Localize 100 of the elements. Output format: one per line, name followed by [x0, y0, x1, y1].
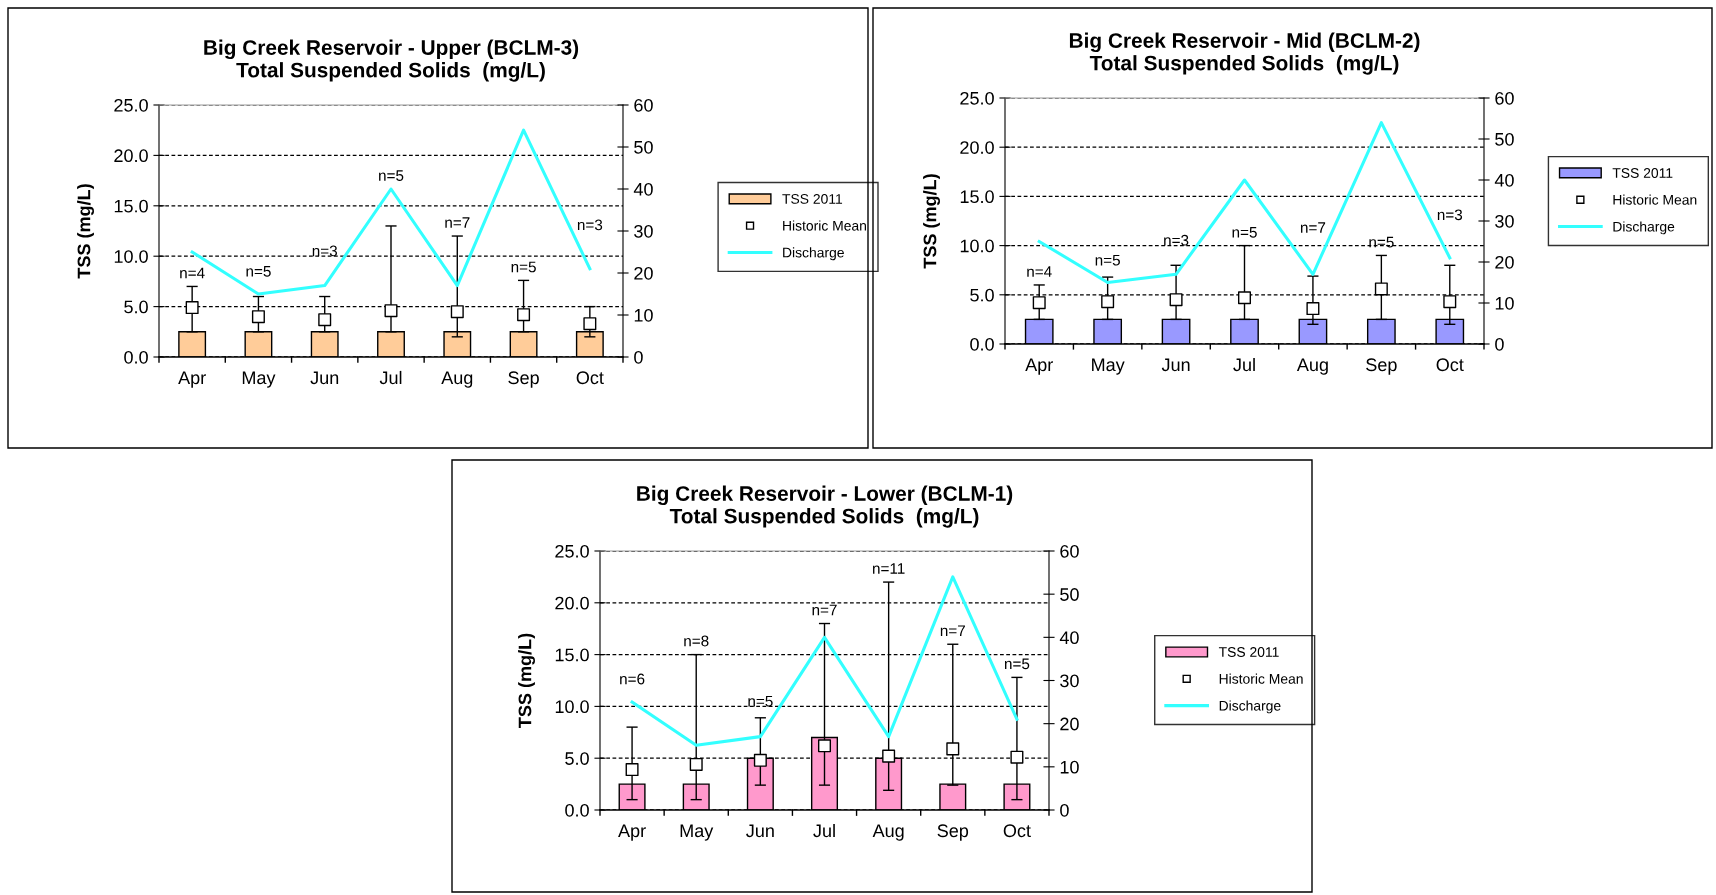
y2-tick-label: 0 — [1495, 337, 1504, 351]
point — [318, 313, 332, 327]
x-tick-label: May — [680, 824, 714, 841]
y-tick-label: 20.0 — [555, 596, 589, 610]
y-tick-label: 5.0 — [124, 300, 148, 314]
annotation: n=11 — [873, 563, 905, 574]
x-tick-label: Oct — [1436, 358, 1464, 372]
x-tick-label: Oct — [576, 371, 604, 385]
annotation: n=3 — [1437, 209, 1463, 221]
y-axis-title: TSS (mg/L) — [923, 174, 940, 269]
point — [689, 757, 703, 771]
legend-label: TSS 2011 — [782, 193, 843, 204]
x-tick-label: Oct — [1003, 824, 1031, 838]
annotation: n=4 — [1027, 266, 1052, 277]
legend-label: TSS 2011 — [1218, 647, 1279, 657]
point — [384, 304, 398, 318]
x-tick-label: Sep — [508, 371, 539, 388]
annotation: n=5 — [748, 695, 773, 707]
x-tick-label: May — [1092, 358, 1125, 375]
x-tick-label: Apr — [178, 371, 206, 388]
y2-tick-label: 20 — [1060, 717, 1079, 731]
legend-label: Discharge — [1219, 700, 1281, 714]
point — [1169, 293, 1183, 307]
point — [817, 739, 832, 753]
y2-tick-label: 60 — [1495, 91, 1514, 105]
annotation: n=7 — [1300, 222, 1326, 233]
y-tick-label: 15.0 — [114, 199, 148, 213]
y-tick-label: 0.0 — [565, 803, 589, 817]
y-tick-label: 25.0 — [114, 98, 148, 112]
x-tick-label: Sep — [1366, 358, 1397, 375]
y2-tick-label: 0 — [1060, 803, 1069, 817]
annotation: n=5 — [379, 170, 404, 181]
annotation: n=7 — [445, 217, 470, 228]
y2-tick-label: 10 — [1060, 760, 1079, 774]
annotation: n=6 — [620, 673, 645, 685]
chart-title: Big Creek Reservoir - Mid (BCLM-2) Total Suspended Solids (mg/L) — [1069, 32, 1420, 75]
y2-tick-label: 50 — [1495, 132, 1514, 146]
y-axis-title: TSS (mg/L) — [77, 184, 94, 279]
y-tick-label: 0.0 — [970, 337, 994, 351]
legend-label: Historic Mean — [1613, 194, 1697, 205]
point — [450, 305, 464, 319]
annotation: n=8 — [684, 635, 709, 647]
y-tick-label: 10.0 — [555, 700, 589, 714]
y-tick-label: 10.0 — [114, 250, 148, 263]
y-tick-label: 5.0 — [565, 752, 589, 765]
y-tick-label: 25.0 — [960, 91, 994, 105]
y-tick-label: 20.0 — [114, 149, 148, 163]
x-tick-label: Jun — [310, 371, 339, 385]
x-tick-label: Apr — [618, 824, 646, 841]
y-tick-label: 25.0 — [555, 544, 589, 558]
y2-tick-label: 20 — [634, 266, 653, 280]
x-tick-label: Aug — [441, 371, 473, 388]
y-axis-title: TSS (mg/L) — [518, 633, 535, 728]
y2-tick-label: 40 — [1059, 631, 1079, 645]
y2-tick-label: 40 — [633, 182, 653, 196]
y-tick-label: 20.0 — [960, 141, 994, 154]
legend-label: Historic Mean — [1219, 673, 1303, 684]
point — [517, 308, 531, 322]
point — [251, 310, 265, 324]
x-tick-label: Apr — [1025, 358, 1053, 375]
point — [753, 753, 767, 767]
annotation: n=5 — [511, 261, 536, 273]
x-tick-label: Jun — [1161, 358, 1190, 372]
point — [1101, 295, 1115, 309]
legend-label: Historic Mean — [783, 220, 866, 231]
x-tick-label: Aug — [872, 824, 904, 841]
legend-label: TSS 2011 — [1612, 168, 1673, 178]
y-tick-label: 10.0 — [960, 239, 994, 253]
y2-tick-label: 40 — [1494, 173, 1514, 187]
y2-tick-label: 20 — [1495, 255, 1514, 269]
annotation: n=3 — [312, 245, 337, 257]
x-tick-label: Jul — [379, 370, 402, 385]
point — [625, 763, 639, 777]
y2-tick-label: 10 — [634, 308, 653, 322]
point — [185, 301, 199, 315]
chart-title: Big Creek Reservoir - Lower (BCLM-1) Total Suspended Solids (mg/L) — [637, 485, 1013, 528]
y2-tick-label: 0 — [634, 350, 643, 364]
point — [1237, 291, 1252, 305]
x-tick-label: May — [242, 371, 276, 388]
point — [1010, 750, 1024, 764]
point — [1306, 302, 1320, 316]
annotation: n=7 — [812, 604, 837, 616]
y-tick-label: 15.0 — [960, 190, 994, 204]
annotation: n=5 — [1004, 658, 1030, 670]
chart-title: Big Creek Reservoir - Upper (BCLM-3) Total Suspended Solids (mg/L) — [204, 39, 579, 82]
x-tick-label: Jul — [1233, 357, 1255, 372]
annotation: n=3 — [577, 219, 603, 231]
y2-tick-label: 50 — [1060, 588, 1079, 601]
y2-tick-label: 50 — [634, 140, 653, 154]
annotation: n=7 — [940, 625, 965, 636]
annotation: n=5 — [246, 266, 271, 277]
y-tick-label: 5.0 — [970, 288, 994, 302]
annotation: n=4 — [180, 267, 205, 279]
annotation: n=3 — [1164, 234, 1189, 246]
annotation: n=5 — [1095, 254, 1120, 266]
point — [946, 742, 960, 756]
y-tick-label: 0.0 — [124, 350, 148, 364]
point — [1443, 295, 1457, 309]
x-tick-label: Aug — [1296, 358, 1328, 375]
point — [1374, 282, 1388, 296]
